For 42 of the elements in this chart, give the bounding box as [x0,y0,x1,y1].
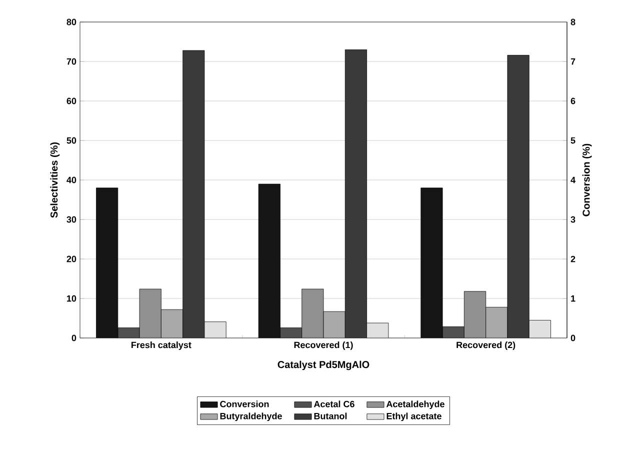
y-tick-label: 10 [67,295,76,302]
y2-tick-label: 7 [570,58,576,65]
bar [366,322,389,338]
y2-tick-label: 4 [570,176,576,184]
legend-label: Conversion [220,400,269,408]
y-tick-label: 80 [66,18,76,26]
y2-tick-label: 6 [570,98,576,104]
bar [507,54,530,338]
bar [323,311,346,338]
bar [528,320,551,338]
x-tick-label: Recovered (2) [456,342,516,350]
bar [139,288,162,338]
x-tick-label: Fresh catalyst [132,342,192,350]
legend-label: Butyraldehyde [220,412,282,422]
y-tick-label: 70 [66,58,76,65]
bar [464,291,486,338]
y2-tick-label: 5 [570,137,576,144]
x-axis-title: Catalyst Pd5MgAlO [278,360,370,370]
y-axis-title: Selectivities (%) [50,142,60,218]
legend-label: Acetaldehyde [386,400,444,410]
y2-tick-label: 8 [570,18,576,26]
legend-label: Ethyl acetate [386,412,442,422]
y2-axis-title: Conversion (%) [582,144,592,216]
bar [486,306,508,338]
y-tick-label: 60 [66,98,76,104]
legend-label: Acetal C6 [314,400,354,408]
bar [160,309,184,338]
legend-label: Butanol [314,412,347,420]
y-tick-label: 20 [66,256,76,262]
bar [204,322,226,338]
bar [344,49,367,338]
y2-tick-label: 0 [570,334,576,342]
y-tick-label: 40 [66,176,76,184]
y-tick-label: 30 [66,216,76,223]
bar [182,50,205,338]
y2-tick-label: 1 [571,295,576,302]
y2-tick-label: 3 [570,216,576,223]
x-tick-label: Recovered (1) [294,342,353,350]
y2-tick-label: 2 [570,256,576,262]
y-tick-label: 0 [72,334,76,342]
y-tick-label: 50 [66,137,76,144]
bar [302,288,324,338]
